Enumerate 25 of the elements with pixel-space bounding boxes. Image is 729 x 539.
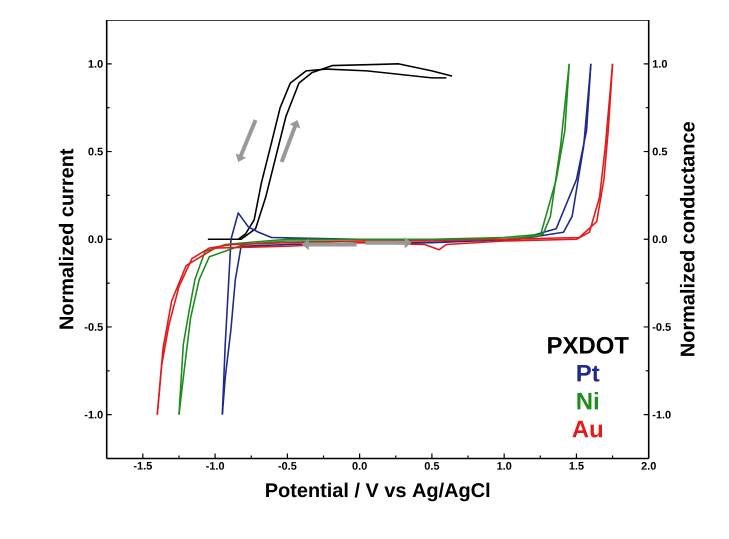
x-tick-label: 0.0 [352, 462, 367, 470]
y-tick-label: -0.5 [84, 323, 103, 331]
x-tick-label: 2.0 [641, 462, 656, 470]
x-tick-label: -1.0 [206, 462, 224, 470]
y2-tick-label: 0.0 [652, 235, 668, 244]
x-tick-label: 0.5 [424, 462, 440, 470]
y2-tick-label: -0.5 [652, 323, 671, 331]
y2-tick-label: 1.0 [652, 60, 668, 68]
y-tick-label: 0.5 [88, 148, 103, 156]
x-tick-label: 1.5 [570, 462, 584, 470]
x-tick-label: 1.0 [497, 462, 512, 470]
y2-axis-title: Normalized conductance [680, 122, 695, 356]
x-tick-label: -1.5 [134, 462, 152, 470]
y2-tick-label: 0.5 [652, 148, 668, 156]
x-axis-title: Potential / V vs Ag/AgCl [266, 482, 490, 502]
y2-tick-label: -1.0 [652, 410, 671, 419]
x-tick-label: -0.5 [278, 462, 296, 470]
y-tick-label: 0.0 [88, 235, 103, 244]
text: PXDOT [548, 336, 629, 354]
y-axis-title: Normalized current [58, 148, 74, 329]
text: Au [572, 420, 602, 438]
y-tick-label: -1.0 [84, 410, 103, 419]
text: Pt [577, 364, 600, 382]
y-tick-label: 1.0 [88, 60, 103, 68]
text: Ni [577, 392, 598, 410]
